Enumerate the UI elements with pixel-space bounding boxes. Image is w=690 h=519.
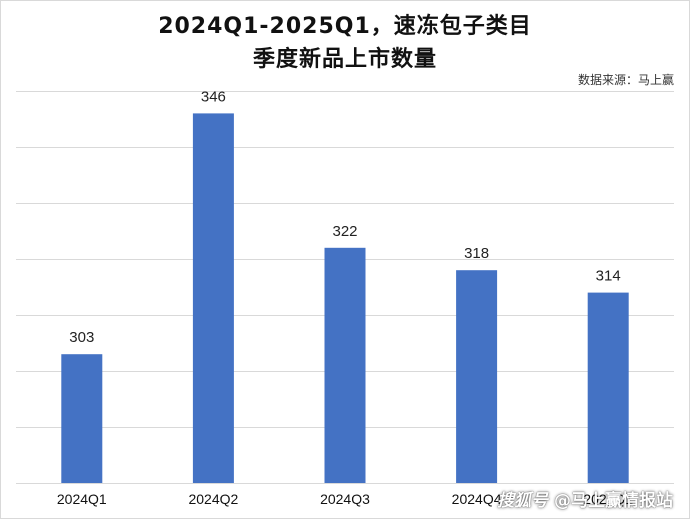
- x-tick-label-2024Q1: 2024Q1: [57, 491, 107, 507]
- watermark-text: @马上赢情报站: [554, 491, 673, 511]
- x-tick-label-2024Q4: 2024Q4: [452, 491, 502, 507]
- x-tick-label-2025Q1: 2025Q1: [583, 491, 633, 507]
- value-label-2025Q1: 314: [596, 268, 621, 285]
- bar-2025Q1: [587, 292, 629, 483]
- watermark-logo: 搜狐号: [497, 491, 548, 511]
- watermark: 搜狐号 @马上赢情报站: [497, 486, 673, 512]
- bars: [61, 113, 629, 484]
- chart-title-line-1: 2024Q1-2025Q1，速冻包子类目: [158, 14, 532, 39]
- value-labels: 303 346 322 318 314: [69, 88, 620, 346]
- chart-title: 2024Q1-2025Q1，速冻包子类目 季度新品上市数量: [0, 10, 690, 76]
- value-label-2024Q2: 346: [201, 88, 226, 105]
- bar-2024Q1: [61, 354, 103, 483]
- bar-2024Q2: [192, 113, 234, 484]
- x-axis-tick-labels: 2024Q1 2024Q2 2024Q3 2024Q4 2025Q1: [57, 491, 633, 507]
- chart-title-line-2: 季度新品上市数量: [252, 47, 437, 72]
- chart-source-note: 数据来源：马上赢: [577, 73, 674, 87]
- value-label-2024Q1: 303: [69, 329, 94, 346]
- x-tick-label-2024Q2: 2024Q2: [188, 491, 238, 507]
- bar-2024Q3: [324, 247, 366, 483]
- x-tick-label-2024Q3: 2024Q3: [320, 491, 370, 507]
- value-label-2024Q4: 318: [464, 245, 489, 262]
- value-label-2024Q3: 322: [332, 223, 357, 240]
- bar-2024Q4: [456, 270, 498, 483]
